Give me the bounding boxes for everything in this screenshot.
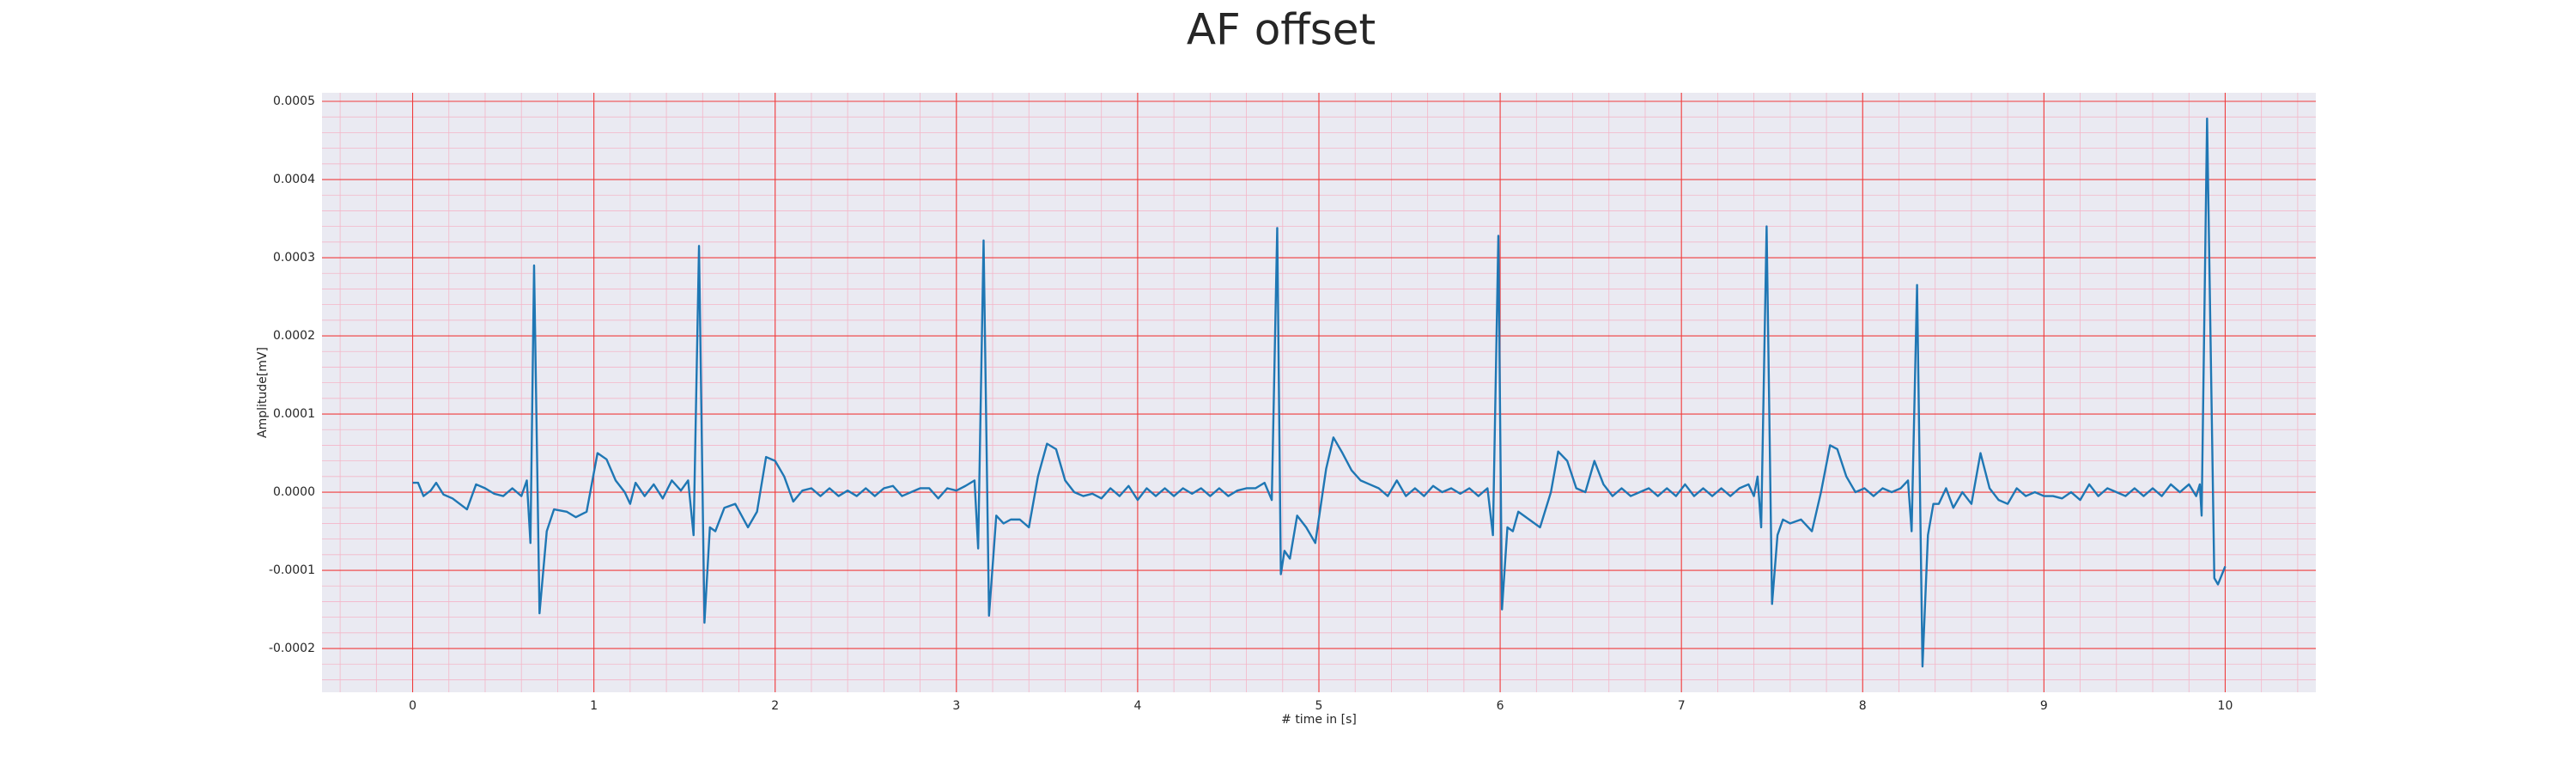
x-tick-label: 8 — [1859, 699, 1867, 713]
x-tick-label: 6 — [1497, 699, 1504, 713]
x-tick-label: 5 — [1315, 699, 1323, 713]
y-tick-label: 0.0000 — [273, 485, 315, 499]
y-axis-label: Amplitude[mV] — [256, 347, 270, 438]
x-tick-label: 9 — [2040, 699, 2048, 713]
y-tick-label: 0.0001 — [273, 407, 315, 421]
x-tick-label: 0 — [409, 699, 416, 713]
x-tick-label: 2 — [771, 699, 779, 713]
ecg-line — [412, 117, 2227, 668]
y-tick-label: 0.0003 — [273, 251, 315, 265]
x-tick-label: 3 — [952, 699, 960, 713]
x-tick-label: 7 — [1678, 699, 1686, 713]
y-tick-label: 0.0002 — [273, 329, 315, 343]
x-tick-label: 4 — [1133, 699, 1141, 713]
x-tick-label: 1 — [590, 699, 598, 713]
x-axis-label: # time in [s] — [1281, 713, 1357, 727]
y-tick-label: 0.0005 — [273, 94, 315, 108]
x-tick-label: 10 — [2218, 699, 2233, 713]
y-tick-label: 0.0004 — [273, 173, 315, 186]
chart-title: AF offset — [1187, 5, 1376, 55]
y-tick-label: -0.0002 — [269, 642, 315, 655]
y-tick-label: -0.0001 — [269, 563, 315, 577]
